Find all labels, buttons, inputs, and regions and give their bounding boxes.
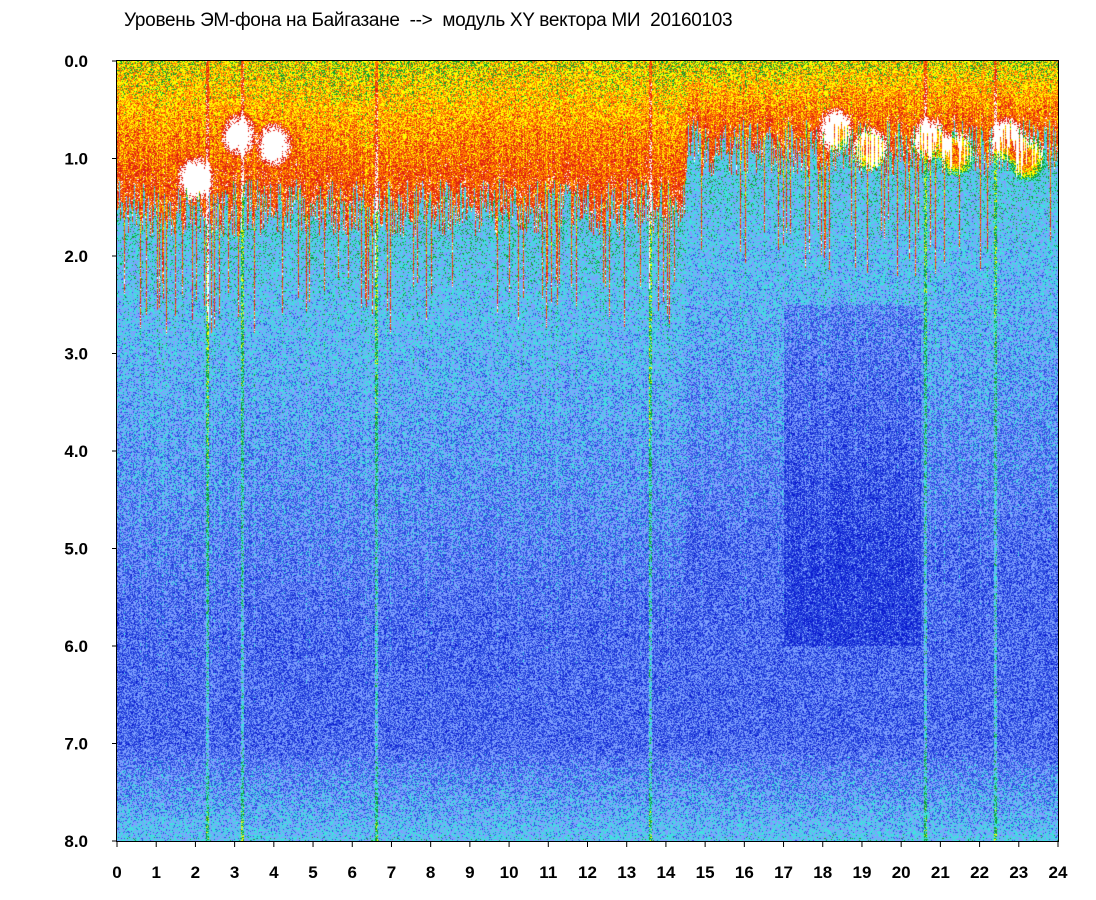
x-axis: 0 1 2 3 4 5 6 7 8 9 10 11 12 13 14 15 16 17 18 19 20 21 22 23 24 — [112, 841, 1068, 882]
x-tick-label: 24 — [1049, 863, 1068, 882]
y-tick-label: 7.0 — [64, 735, 88, 754]
x-tick-label: 0 — [112, 863, 121, 882]
x-tick-label: 23 — [1009, 863, 1028, 882]
heatmap-area — [117, 61, 1058, 841]
x-tick-label: 14 — [656, 863, 675, 882]
x-tick-label: 15 — [696, 863, 715, 882]
x-tick-label: 21 — [931, 863, 950, 882]
x-tick-label: 1 — [151, 863, 160, 882]
x-tick-label: 19 — [852, 863, 871, 882]
y-tick-label: 3.0 — [64, 345, 88, 364]
x-tick-label: 6 — [348, 863, 357, 882]
x-tick-label: 3 — [230, 863, 239, 882]
x-tick-label: 17 — [774, 863, 793, 882]
y-axis: 0.0 1.0 2.0 3.0 4.0 5.0 6.0 7.0 8.0 — [64, 52, 117, 851]
chart-title: Уровень ЭМ-фона на Байгазане --> модуль … — [124, 10, 733, 31]
y-tick-label: 6.0 — [64, 637, 88, 656]
x-tick-label: 16 — [735, 863, 754, 882]
heatmap-canvas — [117, 61, 1058, 841]
x-tick-label: 2 — [191, 863, 200, 882]
x-tick-label: 20 — [892, 863, 911, 882]
x-tick-label: 7 — [387, 863, 396, 882]
x-tick-label: 11 — [539, 863, 557, 882]
x-tick-label: 13 — [617, 863, 636, 882]
y-tick-label: 8.0 — [64, 832, 88, 851]
x-tick-label: 12 — [578, 863, 597, 882]
y-tick-label: 4.0 — [64, 442, 88, 461]
y-tick-label: 1.0 — [64, 150, 88, 169]
y-tick-label: 0.0 — [64, 52, 88, 71]
x-tick-label: 5 — [308, 863, 317, 882]
y-tick-label: 5.0 — [64, 540, 88, 559]
x-tick-label: 22 — [970, 863, 989, 882]
x-tick-label: 4 — [269, 863, 279, 882]
x-tick-label: 9 — [465, 863, 474, 882]
x-tick-label: 10 — [500, 863, 519, 882]
x-tick-label: 8 — [426, 863, 435, 882]
y-tick-label: 2.0 — [64, 247, 88, 266]
x-tick-label: 18 — [813, 863, 832, 882]
